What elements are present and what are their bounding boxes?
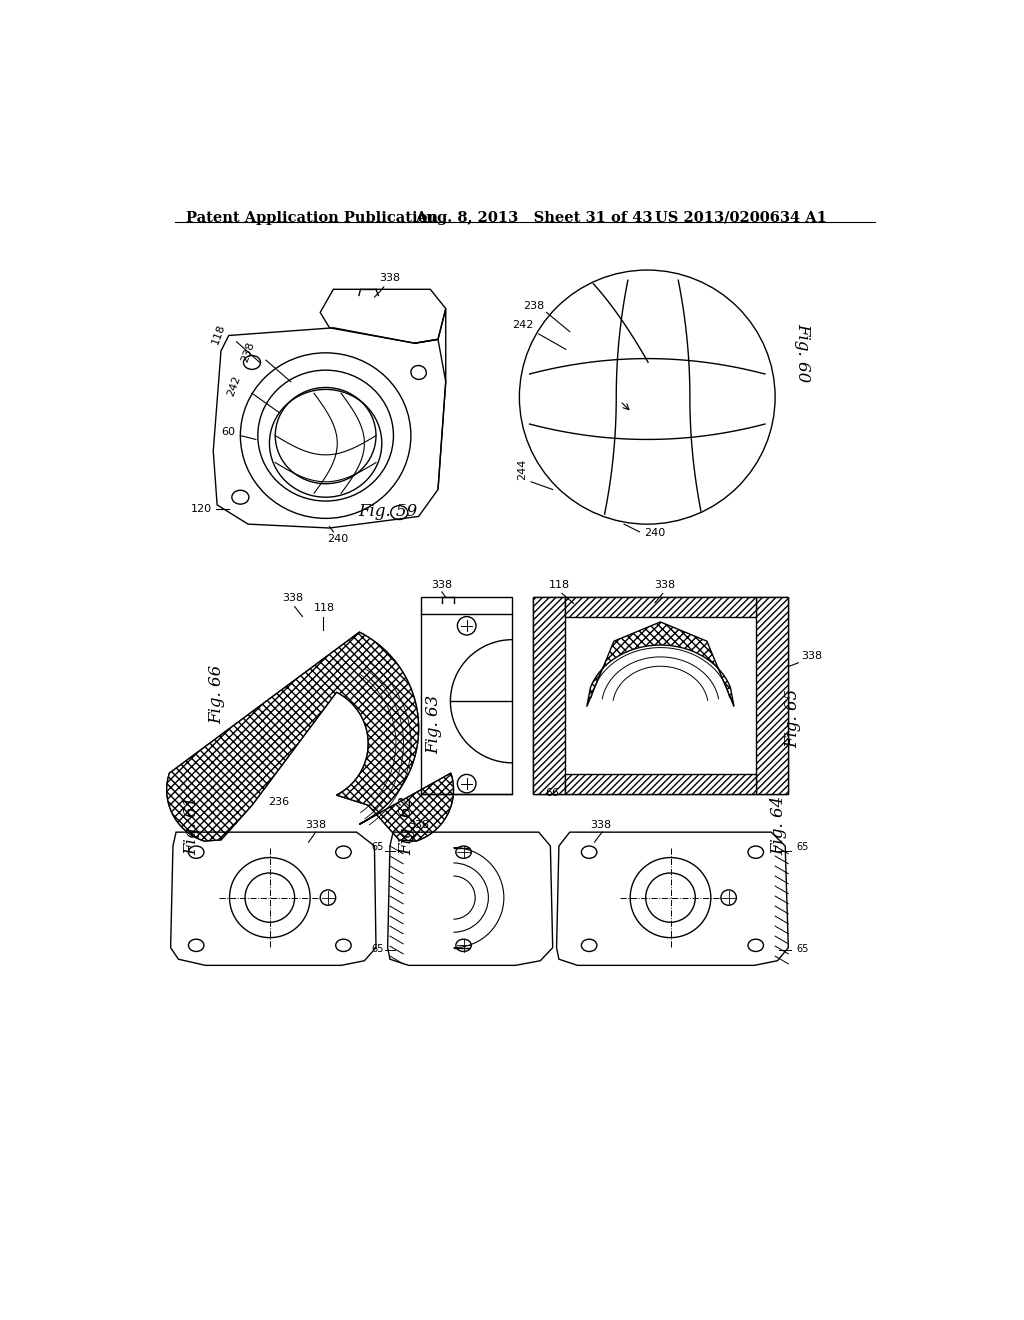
Polygon shape [587, 622, 734, 706]
Text: 338: 338 [379, 273, 400, 284]
Text: Fig. 61: Fig. 61 [183, 796, 200, 855]
Text: Fig. 59: Fig. 59 [358, 503, 417, 520]
Text: 338: 338 [408, 820, 429, 829]
Text: 338: 338 [801, 651, 822, 661]
Text: 65: 65 [796, 944, 808, 953]
Text: Fig. 66: Fig. 66 [209, 665, 225, 725]
Polygon shape [167, 632, 454, 841]
Text: 118: 118 [211, 322, 227, 346]
Text: 118: 118 [313, 603, 335, 614]
Text: Aug. 8, 2013   Sheet 31 of 43: Aug. 8, 2013 Sheet 31 of 43 [415, 211, 652, 224]
Text: 236: 236 [268, 797, 290, 808]
Bar [565, 598, 756, 616]
Text: 60: 60 [221, 426, 234, 437]
Bar [532, 598, 788, 793]
Text: 66: 66 [546, 788, 560, 799]
Text: 242: 242 [225, 374, 242, 397]
Text: 238: 238 [240, 341, 256, 364]
Text: 65: 65 [372, 944, 384, 953]
Text: 65: 65 [796, 842, 808, 851]
Text: Fig. 60: Fig. 60 [794, 322, 811, 381]
Text: Fig. 62: Fig. 62 [398, 796, 416, 855]
Text: 238: 238 [522, 301, 544, 310]
Bar [421, 598, 512, 793]
Text: US 2013/0200634 A1: US 2013/0200634 A1 [655, 211, 826, 224]
Bar [532, 598, 565, 793]
Text: 240: 240 [327, 535, 348, 544]
Text: 338: 338 [283, 593, 304, 603]
Text: 338: 338 [654, 579, 676, 590]
Text: 242: 242 [513, 319, 534, 330]
Bar [756, 598, 788, 793]
Text: Fig. 65: Fig. 65 [784, 688, 802, 747]
Text: 338: 338 [431, 579, 453, 590]
Bar [565, 775, 756, 793]
Text: Fig. 63: Fig. 63 [426, 694, 442, 754]
Text: 65: 65 [372, 842, 384, 851]
Text: 120: 120 [190, 504, 212, 513]
Text: Patent Application Publication: Patent Application Publication [186, 211, 438, 224]
Text: Fig. 64: Fig. 64 [770, 796, 787, 855]
Text: 118: 118 [548, 579, 569, 590]
Text: 240: 240 [644, 528, 666, 537]
Text: 244: 244 [517, 458, 526, 480]
Text: 338: 338 [305, 820, 326, 829]
Text: 338: 338 [590, 820, 611, 829]
